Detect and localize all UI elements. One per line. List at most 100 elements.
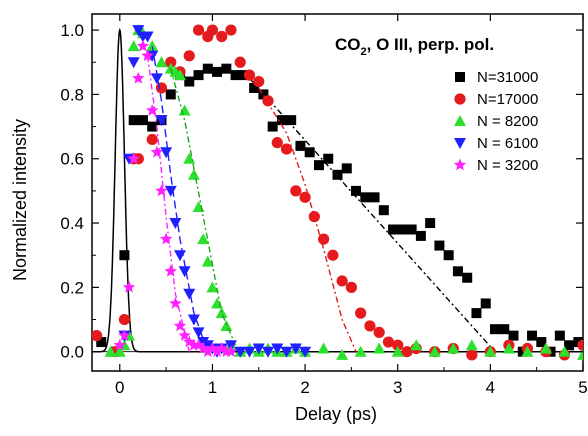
data-point bbox=[127, 40, 140, 52]
data-point bbox=[127, 57, 140, 69]
data-point bbox=[388, 224, 399, 235]
data-point bbox=[373, 342, 386, 354]
data-point bbox=[502, 342, 515, 354]
data-point bbox=[230, 70, 241, 81]
y-axis-label: Normalized intensity bbox=[10, 119, 30, 281]
data-point bbox=[192, 200, 205, 212]
data-point bbox=[197, 233, 210, 245]
data-point bbox=[132, 25, 145, 37]
y-tick-label: 1.0 bbox=[60, 21, 84, 40]
data-point bbox=[299, 346, 312, 358]
data-point bbox=[271, 137, 283, 149]
data-point bbox=[249, 82, 260, 93]
data-point bbox=[210, 345, 224, 357]
fit-line bbox=[248, 77, 496, 353]
data-point bbox=[215, 307, 228, 319]
series-5 bbox=[113, 39, 238, 357]
x-tick-label: 3 bbox=[393, 378, 402, 397]
data-point bbox=[295, 140, 306, 151]
fit-line bbox=[146, 55, 190, 352]
data-point bbox=[165, 56, 177, 68]
data-point bbox=[118, 313, 131, 326]
data-point bbox=[155, 115, 168, 127]
data-point bbox=[141, 31, 154, 43]
fit-line bbox=[170, 68, 237, 346]
data-point bbox=[304, 147, 315, 158]
data-point bbox=[489, 324, 500, 335]
data-point bbox=[577, 339, 583, 351]
data-point bbox=[508, 330, 519, 341]
data-point bbox=[373, 326, 385, 339]
data-point bbox=[341, 163, 352, 174]
data-point bbox=[183, 152, 196, 164]
data-point bbox=[193, 70, 204, 81]
data-point bbox=[327, 249, 339, 261]
data-point bbox=[92, 330, 103, 342]
data-point bbox=[174, 250, 187, 262]
data-point bbox=[392, 339, 404, 351]
x-tick-label: 2 bbox=[300, 378, 309, 397]
data-point bbox=[234, 56, 246, 68]
data-point bbox=[382, 336, 395, 348]
x-tick-label: 4 bbox=[486, 378, 495, 397]
plot-area bbox=[91, 13, 584, 372]
data-point bbox=[323, 153, 334, 164]
data-point bbox=[150, 73, 163, 85]
data-point bbox=[564, 340, 575, 351]
legend-label: N = 3200 bbox=[477, 157, 538, 174]
data-point bbox=[169, 218, 182, 230]
legend: N=31000 N=17000 N = 8200 N = 6100 N = 3200 bbox=[453, 69, 538, 174]
data-point bbox=[174, 69, 187, 81]
chart-title: CO2, O III, perp. pol. bbox=[335, 35, 494, 58]
data-point bbox=[577, 348, 583, 360]
data-point bbox=[206, 24, 219, 36]
data-point bbox=[415, 230, 426, 241]
data-point bbox=[336, 275, 348, 287]
data-point bbox=[173, 319, 187, 332]
data-point bbox=[289, 343, 302, 355]
data-point bbox=[253, 75, 265, 88]
data-point bbox=[558, 345, 571, 357]
data-point bbox=[221, 63, 232, 74]
data-point bbox=[276, 115, 287, 126]
axis-ticks: 0 1 2 3 4 5 0.0 0.2 0.4 0.6 0.8 1.0 bbox=[60, 14, 588, 397]
data-point bbox=[234, 346, 247, 358]
data-point bbox=[280, 346, 293, 358]
data-point bbox=[155, 82, 168, 94]
data-point bbox=[184, 76, 195, 87]
title-main: CO2, O III, perp. pol. bbox=[335, 35, 494, 58]
plot-frame bbox=[91, 13, 584, 372]
data-point bbox=[351, 185, 362, 196]
data-point bbox=[428, 345, 441, 357]
data-point bbox=[96, 337, 107, 348]
data-point bbox=[183, 288, 196, 300]
x-tick-label: 0 bbox=[115, 378, 124, 397]
data-point bbox=[369, 192, 380, 203]
data-point bbox=[136, 39, 150, 52]
legend-marker bbox=[454, 138, 466, 149]
y-tick-label: 0.8 bbox=[60, 85, 84, 104]
data-point bbox=[286, 115, 297, 126]
data-point bbox=[536, 337, 547, 348]
data-point bbox=[104, 345, 117, 357]
data-point bbox=[499, 324, 510, 335]
fit-line bbox=[258, 87, 357, 352]
legend-label: N = 8200 bbox=[477, 113, 538, 130]
series-1 bbox=[96, 63, 583, 357]
data-point bbox=[539, 342, 552, 354]
y-tick-label: 0.6 bbox=[60, 150, 84, 169]
y-tick-label: 0.0 bbox=[60, 343, 84, 362]
data-point bbox=[364, 320, 376, 332]
data-point bbox=[141, 49, 154, 62]
data-point bbox=[165, 89, 176, 100]
data-point bbox=[345, 281, 357, 293]
data-point bbox=[517, 346, 528, 357]
data-point bbox=[332, 169, 343, 180]
data-point bbox=[201, 255, 214, 267]
data-point bbox=[132, 71, 145, 84]
data-point bbox=[224, 345, 238, 357]
data-point bbox=[113, 338, 126, 351]
data-point bbox=[267, 121, 278, 132]
data-point bbox=[147, 121, 158, 132]
data-point bbox=[406, 224, 417, 235]
